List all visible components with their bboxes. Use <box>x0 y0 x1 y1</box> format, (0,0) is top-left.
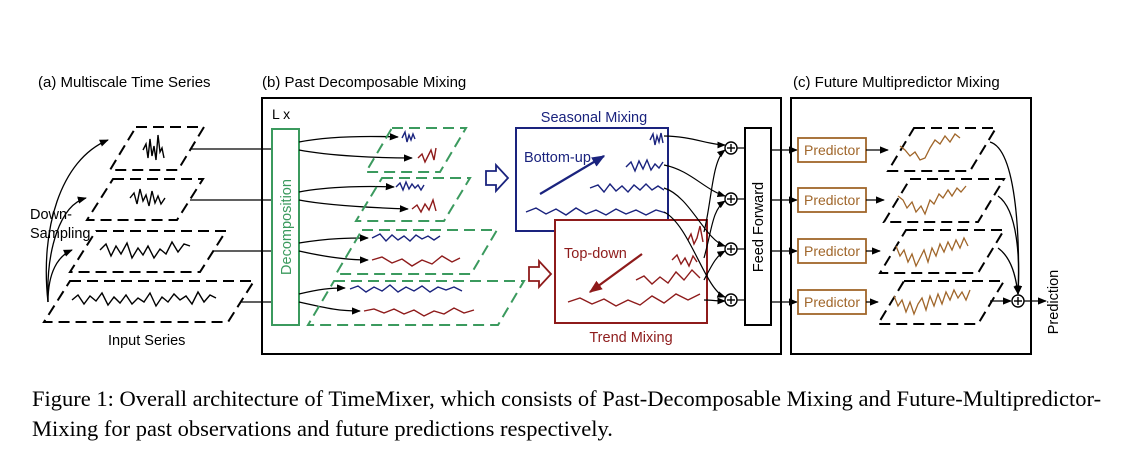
decomposed-plane-4 <box>364 127 468 173</box>
predictor-4: Predictor <box>797 289 867 315</box>
seasonal-mixing-label: Seasonal Mixing <box>541 110 647 126</box>
sum-node-2 <box>724 192 738 206</box>
figure-caption: Figure 1: Overall architecture of TimeMi… <box>32 386 1102 441</box>
sum-node-1 <box>724 141 738 155</box>
planes-to-final-sum-arrows <box>989 141 1023 305</box>
scale-plane-1 <box>42 280 256 323</box>
panel-c-title: (c) Future Multipredictor Mixing <box>793 74 1000 91</box>
top-down-label: Top-down <box>564 246 627 262</box>
scale-plane-3 <box>85 178 205 221</box>
trend-components <box>363 147 475 317</box>
bottom-up-arrow <box>539 155 606 195</box>
trend-mixed-series <box>567 225 704 307</box>
predictor-label: Predictor <box>804 142 860 158</box>
scale-series-4 <box>142 134 165 161</box>
decomposition-block <box>271 128 300 326</box>
sum-node-3 <box>724 242 738 256</box>
series-to-decomposition-lines <box>190 148 272 303</box>
top-down-arrow <box>588 253 643 293</box>
feed-forward-block <box>744 127 772 326</box>
bottom-up-label: Bottom-up <box>524 150 591 166</box>
input-series-label: Input Series <box>108 333 185 349</box>
mixing-to-sum-lines <box>663 135 726 305</box>
decomposed-plane-2 <box>334 229 499 275</box>
scale-series-2 <box>99 240 191 260</box>
to-trend-mixing-arrow <box>528 258 553 290</box>
multiscale-series-stack <box>42 126 256 323</box>
panel-a-title: (a) Multiscale Time Series <box>38 74 211 91</box>
scale-series-3 <box>129 188 166 207</box>
decomposed-planes <box>306 127 526 326</box>
predictor-box <box>797 187 867 213</box>
predicted-series <box>893 133 971 316</box>
trend-mixing-block <box>554 219 708 324</box>
layer-repeat-label: L x <box>272 106 290 122</box>
sum-nodes <box>724 141 738 307</box>
future-multipredictor-mixing-block <box>790 97 1032 355</box>
predictor-label: Predictor <box>804 192 860 208</box>
down-sampling-arrows <box>45 139 109 303</box>
panel-b-title: (b) Past Decomposable Mixing <box>262 74 466 91</box>
timemixer-architecture-diagram: (a) Multiscale Time Series (b) Past Deco… <box>30 74 1062 355</box>
seasonal-mixed-series <box>525 131 667 216</box>
decomposed-plane-1 <box>306 280 526 326</box>
predictor-box <box>797 238 867 264</box>
predictor-label: Predictor <box>804 294 860 310</box>
predictor-box <box>797 289 867 315</box>
trend-mixing-label: Trend Mixing <box>589 330 672 346</box>
predictor-2: Predictor <box>797 187 867 213</box>
prediction-label: Prediction <box>1046 270 1062 334</box>
decomposition-label: Decomposition <box>279 179 295 275</box>
to-seasonal-mixing-arrow <box>485 162 510 194</box>
down-sampling-label-line2: Sampling <box>30 226 90 242</box>
scale-series-1 <box>71 290 217 308</box>
predictor-box <box>797 137 867 163</box>
seasonal-components <box>349 129 463 293</box>
feedforward-to-predictor-lines <box>771 146 798 306</box>
decomposed-plane-3 <box>354 177 472 222</box>
past-decomposable-mixing-block <box>261 97 782 355</box>
scale-plane-2 <box>68 230 228 273</box>
final-sum-node <box>1011 294 1025 308</box>
predictor-1: Predictor <box>797 137 867 163</box>
seasonal-mixing-block <box>515 127 669 232</box>
predictor-3: Predictor <box>797 238 867 264</box>
decomposition-output-arrows <box>298 133 413 315</box>
prediction-planes <box>876 127 1006 325</box>
sum-node-4 <box>724 293 738 307</box>
down-sampling-label-line1: Down- <box>30 207 72 223</box>
feed-forward-label: Feed Forward <box>751 182 767 272</box>
predictor-label: Predictor <box>804 243 860 259</box>
predictor-to-plane-lines <box>866 146 889 306</box>
sum-to-feedforward-lines <box>737 147 745 301</box>
